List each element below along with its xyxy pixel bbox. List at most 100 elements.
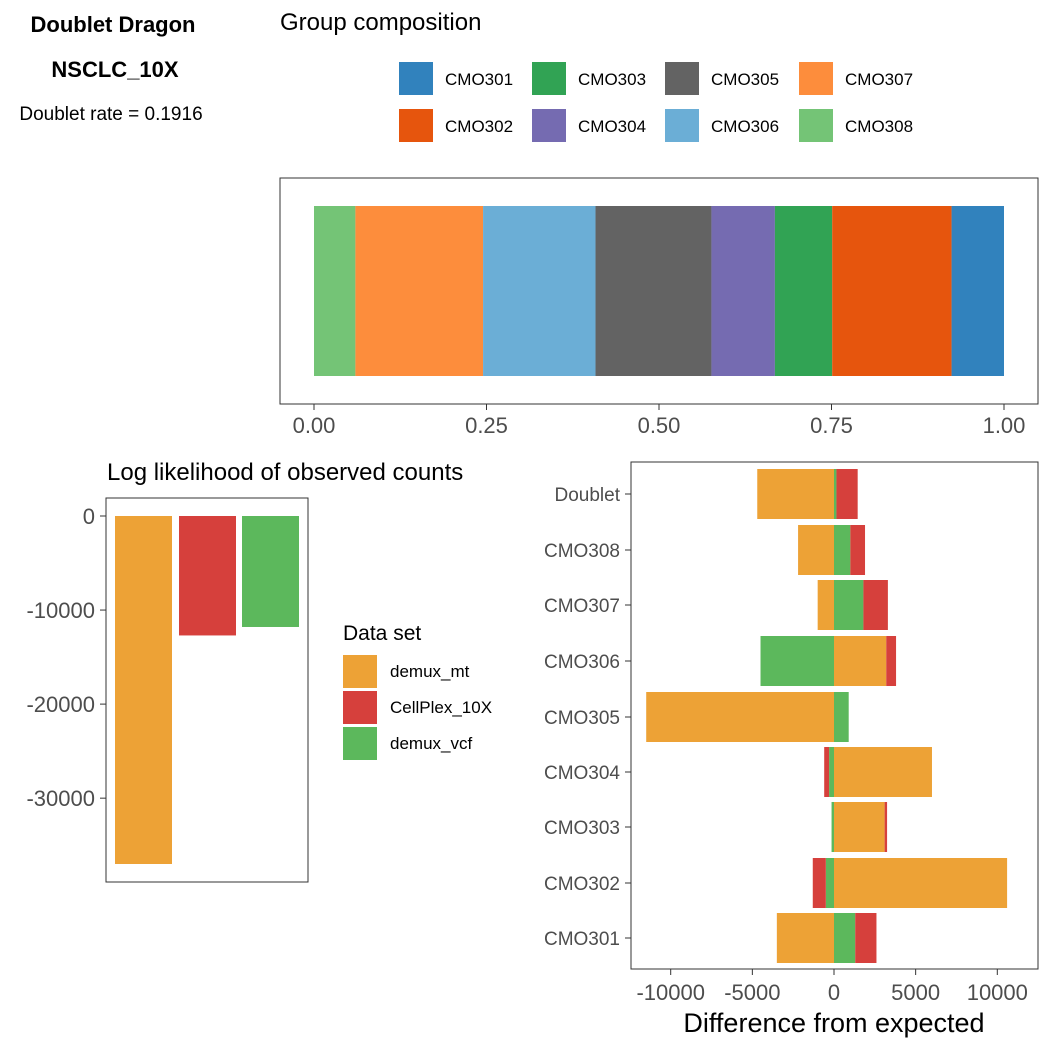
group-legend-label: CMO305	[711, 70, 779, 89]
composition-segment-cmo307	[355, 206, 484, 376]
loglik-bars	[115, 516, 299, 864]
composition-x-tick-label: 0.75	[810, 413, 853, 438]
composition-segment-cmo304	[711, 206, 775, 376]
difference-bar-cmo304-cellplex_10x	[824, 747, 830, 797]
dataset-legend-swatch-cellplex_10x	[343, 691, 377, 724]
composition-x-tick-label: 1.00	[983, 413, 1026, 438]
composition-segment-cmo302	[832, 206, 952, 376]
difference-y-tick-label: Doublet	[555, 485, 621, 506]
loglik-y-tick-label: 0	[83, 504, 95, 529]
dataset-legend: demux_mt CellPlex_10X demux_vcf	[343, 655, 492, 760]
difference-bar-cmo303-cellplex_10x	[884, 802, 888, 852]
group-legend-swatch-cmo301	[399, 62, 433, 95]
figure-subtitle: NSCLC_10X	[51, 57, 178, 82]
difference-bar-cmo308-cellplex_10x	[850, 525, 866, 575]
doublet-rate: Doublet rate = 0.1916	[19, 104, 202, 125]
difference-bar-cmo301-cellplex_10x	[855, 913, 877, 963]
difference-y-axis: Doublet CMO308 CMO307 CMO306 CMO305 CMO304 CMO…	[544, 485, 631, 950]
difference-bar-cmo304-demux_vcf	[829, 747, 834, 797]
dataset-legend-swatch-demux_mt	[343, 655, 377, 688]
difference-bar-doublet-demux_vcf	[834, 469, 837, 519]
difference-y-tick-label: CMO308	[544, 541, 620, 562]
group-legend-label: CMO303	[578, 70, 646, 89]
difference-x-tick-label: -10000	[636, 980, 705, 1005]
difference-y-tick-label: CMO306	[544, 652, 620, 673]
difference-bar-cmo307-cellplex_10x	[863, 580, 888, 630]
group-legend-swatch-cmo303	[532, 62, 566, 95]
difference-bar-cmo301-demux_mt	[776, 913, 834, 963]
loglik-bar-demux_vcf	[242, 516, 299, 627]
group-legend-label: CMO302	[445, 117, 513, 136]
loglik-bar-demux_mt	[115, 516, 172, 864]
difference-bar-cmo308-demux_vcf	[834, 525, 851, 575]
difference-bar-cmo308-demux_mt	[798, 525, 834, 575]
difference-bar-cmo307-demux_mt	[817, 580, 834, 630]
difference-bar-cmo305-demux_vcf	[834, 692, 849, 742]
difference-y-tick-label: CMO301	[544, 929, 620, 950]
group-legend-title: Group composition	[280, 9, 481, 36]
dataset-legend-title: Data set	[343, 622, 421, 645]
difference-bar-cmo306-cellplex_10x	[886, 636, 897, 686]
difference-bar-doublet-demux_mt	[757, 469, 834, 519]
difference-y-tick-label: CMO307	[544, 596, 620, 617]
loglik-bar-cellplex_10x	[179, 516, 236, 636]
loglik-y-axis: 0 -10000 -20000 -30000	[26, 504, 106, 811]
dataset-legend-swatch-demux_vcf	[343, 727, 377, 760]
composition-x-tick-label: 0.25	[465, 413, 508, 438]
composition-segment-cmo305	[595, 206, 712, 376]
difference-bar-cmo305-demux_mt	[646, 692, 834, 742]
difference-x-tick-label: 5000	[891, 980, 940, 1005]
difference-y-tick-label: CMO304	[544, 763, 620, 784]
composition-segment-cmo308	[314, 206, 356, 376]
group-legend-swatch-cmo304	[532, 109, 566, 142]
group-legend-swatch-cmo305	[665, 62, 699, 95]
figure-title: Doublet Dragon	[31, 12, 196, 37]
composition-segment-cmo303	[774, 206, 833, 376]
composition-segment-cmo301	[951, 206, 1004, 376]
difference-bar-cmo307-demux_vcf	[834, 580, 864, 630]
group-legend-label: CMO306	[711, 117, 779, 136]
dataset-legend-label: CellPlex_10X	[390, 698, 492, 717]
difference-bar-doublet-cellplex_10x	[836, 469, 858, 519]
loglik-panel	[105, 497, 309, 883]
composition-x-axis: 0.00 0.25 0.50 0.75 1.00	[293, 404, 1026, 438]
group-legend-label: CMO304	[578, 117, 646, 136]
loglik-y-tick-label: -10000	[26, 598, 95, 623]
difference-x-tick-label: 10000	[967, 980, 1028, 1005]
difference-bar-cmo303-demux_vcf	[831, 802, 834, 852]
group-legend-swatch-cmo308	[799, 109, 833, 142]
difference-y-tick-label: CMO305	[544, 708, 620, 729]
composition-bar	[314, 206, 1004, 376]
difference-y-tick-label: CMO302	[544, 874, 620, 895]
difference-x-axis: -10000 -5000 0 5000 10000	[636, 969, 1028, 1005]
group-legend-swatch-cmo302	[399, 109, 433, 142]
loglik-y-tick-label: -20000	[26, 692, 95, 717]
difference-bar-cmo306-demux_mt	[834, 636, 887, 686]
difference-bar-cmo302-cellplex_10x	[812, 858, 826, 908]
difference-bar-cmo302-demux_mt	[834, 858, 1008, 908]
loglik-y-tick-label: -30000	[26, 786, 95, 811]
difference-x-tick-label: -5000	[724, 980, 780, 1005]
dataset-legend-label: demux_mt	[390, 662, 470, 681]
difference-bar-cmo303-demux_mt	[834, 802, 885, 852]
group-legend-label: CMO307	[845, 70, 913, 89]
group-legend-label: CMO308	[845, 117, 913, 136]
difference-bar-cmo304-demux_mt	[834, 747, 932, 797]
loglik-title: Log likelihood of observed counts	[107, 459, 463, 486]
group-legend-swatch-cmo307	[799, 62, 833, 95]
difference-y-tick-label: CMO303	[544, 818, 620, 839]
group-legend-label: CMO301	[445, 70, 513, 89]
difference-x-tick-label: 0	[828, 980, 840, 1005]
group-legend: CMO301 CMO303 CMO305 CMO307 CMO302 CMO304 CMO3…	[399, 62, 913, 142]
difference-bar-cmo302-demux_vcf	[825, 858, 834, 908]
difference-x-label: Difference from expected	[683, 1008, 984, 1038]
dataset-legend-label: demux_vcf	[390, 734, 472, 753]
difference-bar-cmo306-demux_vcf	[760, 636, 834, 686]
difference-bar-cmo301-demux_vcf	[834, 913, 856, 963]
composition-segment-cmo306	[483, 206, 596, 376]
composition-x-tick-label: 0.00	[293, 413, 336, 438]
group-legend-swatch-cmo306	[665, 109, 699, 142]
difference-bars	[646, 469, 1008, 963]
composition-x-tick-label: 0.50	[638, 413, 681, 438]
